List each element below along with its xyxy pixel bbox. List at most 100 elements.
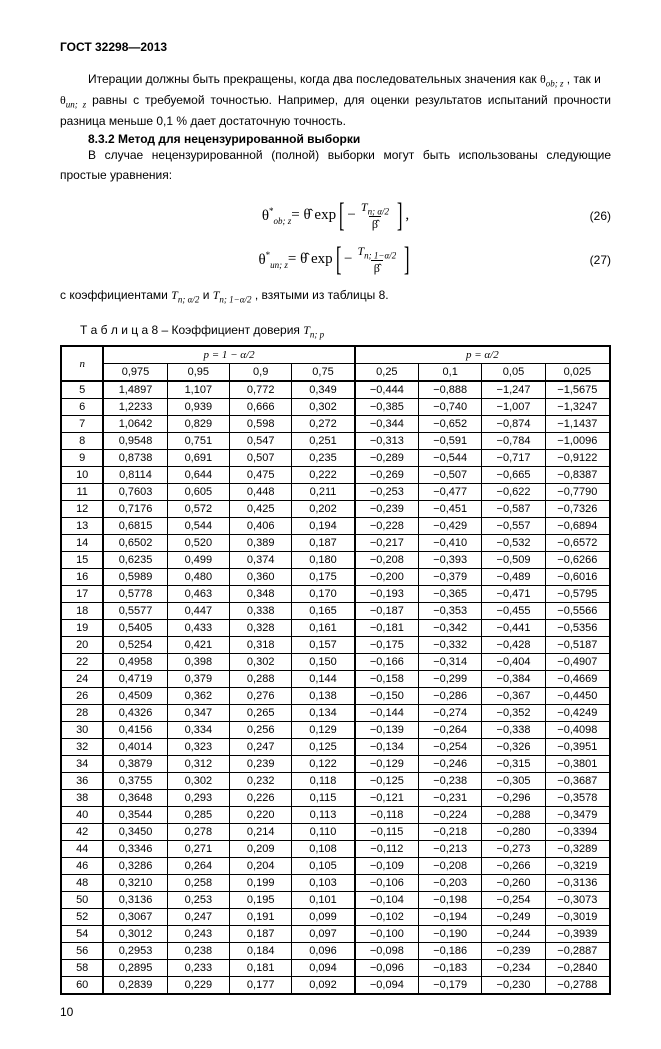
table-cell: −0,429 <box>419 518 482 535</box>
table-cell: −0,591 <box>419 433 482 450</box>
table-cell: 0,3544 <box>103 807 167 824</box>
table-cell: −0,106 <box>355 875 419 892</box>
table-cell: −0,344 <box>355 416 419 433</box>
table-cell: −0,125 <box>355 773 419 790</box>
table-cell: 0,194 <box>292 518 355 535</box>
table-cell: −0,365 <box>419 586 482 603</box>
symbol-theta-ob: θob; z <box>540 72 564 86</box>
table-row: 150,62350,4990,3740,180−0,208−0,393−0,50… <box>61 552 610 569</box>
table-cell: 0,113 <box>292 807 355 824</box>
th-sub: 0,95 <box>167 364 229 382</box>
table-cell: 0,3346 <box>103 841 167 858</box>
table-cell: 17 <box>61 586 103 603</box>
table-cell: −0,094 <box>355 977 419 995</box>
table-cell: 0,318 <box>230 637 292 654</box>
table-cell: −0,3479 <box>545 807 610 824</box>
table-cell: −0,441 <box>482 620 545 637</box>
table-cell: 0,499 <box>167 552 229 569</box>
table-cell: −0,3289 <box>545 841 610 858</box>
table-cell: −0,315 <box>482 756 545 773</box>
table-cell: 0,238 <box>167 943 229 960</box>
table-row: 100,81140,6440,4750,222−0,269−0,507−0,66… <box>61 467 610 484</box>
table-cell: −0,2887 <box>545 943 610 960</box>
table-cell: −0,234 <box>482 960 545 977</box>
table-row: 51,48971,1070,7720,349−0,444−0,888−1,247… <box>61 381 610 399</box>
caption-symbol: Tn; p <box>303 323 324 337</box>
table-row: 460,32860,2640,2040,105−0,109−0,208−0,26… <box>61 858 610 875</box>
table-row: 400,35440,2850,2200,113−0,118−0,224−0,28… <box>61 807 610 824</box>
table-cell: 0,276 <box>230 688 292 705</box>
table-cell: 50 <box>61 892 103 909</box>
table-cell: −0,451 <box>419 501 482 518</box>
table-cell: 0,097 <box>292 926 355 943</box>
table-cell: 24 <box>61 671 103 688</box>
table-cell: −0,352 <box>482 705 545 722</box>
table-cell: −1,247 <box>482 381 545 399</box>
table-row: 580,28950,2330,1810,094−0,096−0,183−0,23… <box>61 960 610 977</box>
table-cell: 0,644 <box>167 467 229 484</box>
table-cell: −0,428 <box>482 637 545 654</box>
table-cell: 0,3210 <box>103 875 167 892</box>
table-cell: −0,532 <box>482 535 545 552</box>
table-cell: 13 <box>61 518 103 535</box>
table-cell: −0,096 <box>355 960 419 977</box>
table-cell: −0,313 <box>355 433 419 450</box>
table-cell: 0,272 <box>292 416 355 433</box>
table-cell: −0,238 <box>419 773 482 790</box>
table-cell: −0,203 <box>419 875 482 892</box>
table-cell: 0,6502 <box>103 535 167 552</box>
table-cell: −0,187 <box>355 603 419 620</box>
table-cell: −0,246 <box>419 756 482 773</box>
table-cell: 0,421 <box>167 637 229 654</box>
table-cell: −0,622 <box>482 484 545 501</box>
table-cell: 6 <box>61 399 103 416</box>
table-cell: −0,104 <box>355 892 419 909</box>
table-cell: 0,3136 <box>103 892 167 909</box>
table-cell: −0,121 <box>355 790 419 807</box>
table-cell: 0,222 <box>292 467 355 484</box>
table-cell: −0,2788 <box>545 977 610 995</box>
paragraph-2: θun; z равны с требуемой точностью. Напр… <box>60 91 611 132</box>
table-cell: −0,587 <box>482 501 545 518</box>
table-head: n p = 1 − α/2 p = α/2 0,9750,950,90,750,… <box>61 346 610 381</box>
table-cell: −1,007 <box>482 399 545 416</box>
table-cell: 22 <box>61 654 103 671</box>
table-cell: −0,4669 <box>545 671 610 688</box>
table-row: 420,34500,2780,2140,110−0,115−0,218−0,28… <box>61 824 610 841</box>
table-cell: 0,338 <box>230 603 292 620</box>
table-cell: 58 <box>61 960 103 977</box>
table-cell: −0,5795 <box>545 586 610 603</box>
table-cell: 0,265 <box>230 705 292 722</box>
table-cell: 0,323 <box>167 739 229 756</box>
table-cell: −0,264 <box>419 722 482 739</box>
th-p1: p = 1 − α/2 <box>103 346 354 364</box>
table-cell: 32 <box>61 739 103 756</box>
table-cell: −0,557 <box>482 518 545 535</box>
table-cell: −0,5356 <box>545 620 610 637</box>
table-row: 90,87380,6910,5070,235−0,289−0,544−0,717… <box>61 450 610 467</box>
table-row: 500,31360,2530,1950,101−0,104−0,198−0,25… <box>61 892 610 909</box>
table-cell: −0,239 <box>482 943 545 960</box>
table-cell: 42 <box>61 824 103 841</box>
table-cell: 0,125 <box>292 739 355 756</box>
table-cell: −0,3136 <box>545 875 610 892</box>
table-cell: −0,6894 <box>545 518 610 535</box>
table-cell: −0,288 <box>482 807 545 824</box>
table-cell: −0,509 <box>482 552 545 569</box>
table-cell: 0,108 <box>292 841 355 858</box>
table-cell: −0,239 <box>355 501 419 518</box>
table-cell: 0,7176 <box>103 501 167 518</box>
table-row: 280,43260,3470,2650,134−0,144−0,274−0,35… <box>61 705 610 722</box>
table-cell: −0,175 <box>355 637 419 654</box>
table-cell: −0,8387 <box>545 467 610 484</box>
table-cell: −0,3073 <box>545 892 610 909</box>
table-cell: −0,784 <box>482 433 545 450</box>
table-cell: 0,2895 <box>103 960 167 977</box>
table-cell: 0,180 <box>292 552 355 569</box>
symbol-t1: Tn; α/2 <box>171 288 199 302</box>
table-cell: 0,398 <box>167 654 229 671</box>
table-cell: 0,463 <box>167 586 229 603</box>
table-cell: −0,3687 <box>545 773 610 790</box>
table-row: 220,49580,3980,3020,150−0,166−0,314−0,40… <box>61 654 610 671</box>
caption-text: Т а б л и ц а 8 – Коэффициент доверия <box>80 323 303 337</box>
